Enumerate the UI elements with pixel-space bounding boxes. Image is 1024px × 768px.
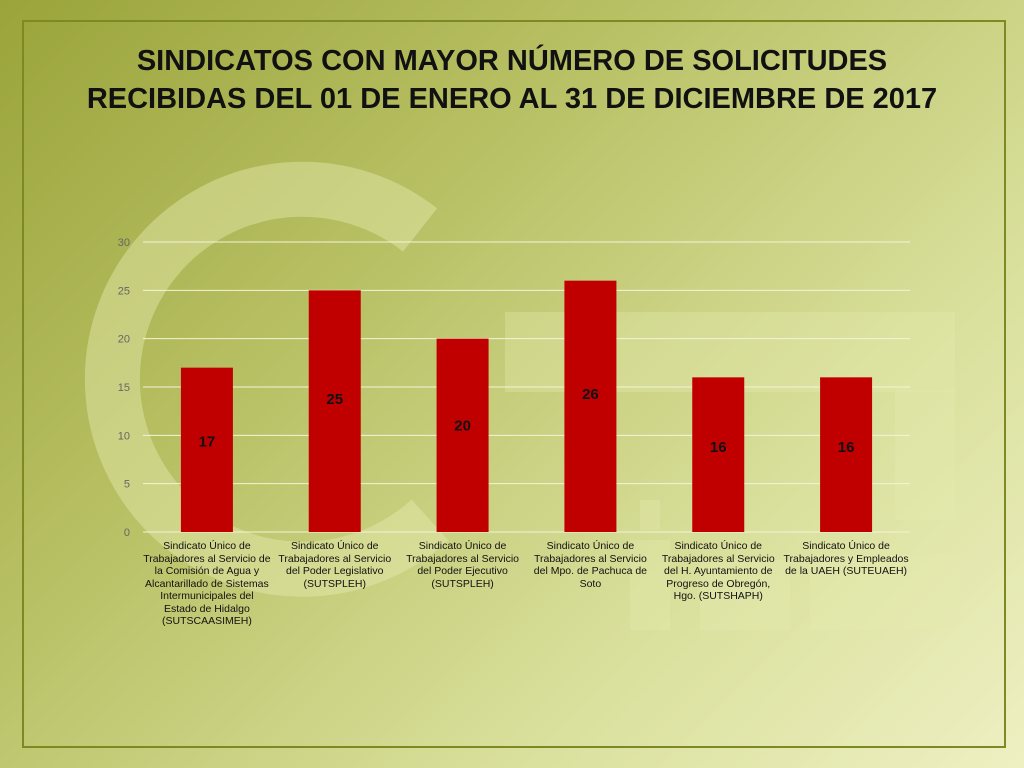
category-label-3: Sindicato Único de Trabajadores al Servi…	[406, 540, 519, 590]
bar-3	[436, 338, 489, 532]
data-label-4: 26	[582, 386, 599, 403]
category-label-5: Sindicato Único de Trabajadores al Servi…	[661, 540, 775, 602]
bar-1	[180, 367, 233, 532]
y-tick-label: 20	[118, 334, 130, 346]
data-labels: 17 25 20 26 16 16	[199, 386, 855, 456]
data-label-6: 16	[838, 439, 855, 456]
gridlines	[143, 241, 910, 533]
data-label-5: 16	[710, 439, 727, 456]
category-label-2: Sindicato Único de Trabajadores al Servi…	[278, 540, 392, 590]
data-label-3: 20	[454, 418, 471, 435]
y-tick-label: 30	[118, 237, 130, 249]
bar-4	[564, 280, 617, 532]
y-tick-label: 15	[118, 382, 130, 394]
y-tick-label: 5	[124, 479, 130, 491]
bar-5	[692, 377, 745, 532]
y-axis-ticks: 0 5 10 15 20 25 30	[118, 237, 130, 539]
category-label-6: Sindicato Único de Trabajadores y Emplea…	[783, 540, 909, 577]
chart-title: SINDICATOS CON MAYOR NÚMERO DE SOLICITUD…	[86, 45, 938, 115]
bar-6	[820, 377, 873, 532]
category-label-1: Sindicato Único de Trabajadores al Servi…	[143, 540, 271, 627]
category-label-4: Sindicato Único de Trabajadores al Servi…	[533, 540, 648, 590]
y-tick-label: 0	[124, 527, 130, 539]
bars	[180, 280, 873, 532]
y-tick-label: 25	[118, 285, 130, 297]
data-label-2: 25	[326, 391, 343, 408]
slide-frame	[22, 20, 1006, 748]
bar-2	[308, 290, 361, 532]
y-tick-label: 10	[118, 430, 130, 442]
data-label-1: 17	[199, 434, 216, 451]
